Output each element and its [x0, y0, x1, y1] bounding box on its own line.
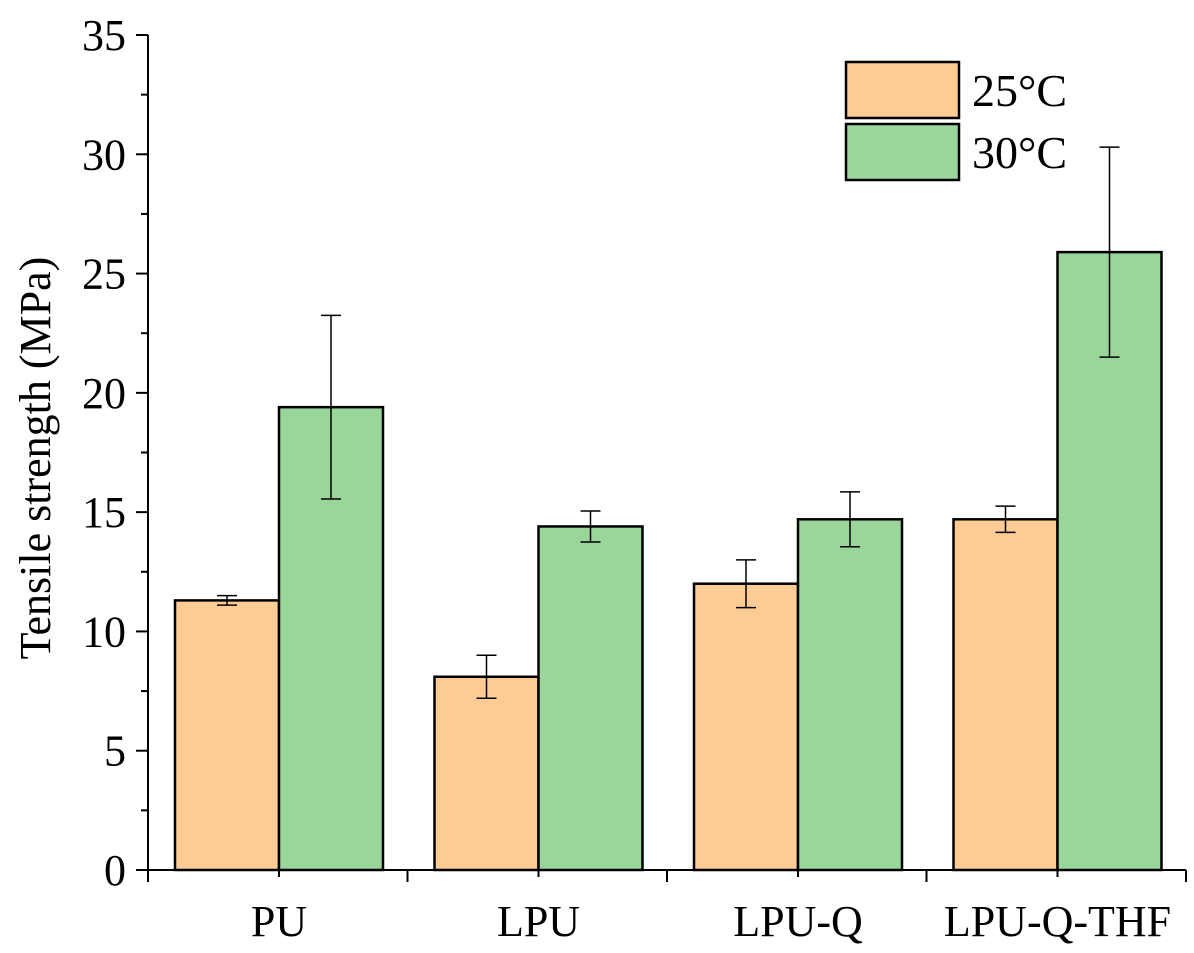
legend-swatch-series-1	[844, 60, 961, 120]
error-bar-LPU-Q-THF-series-1	[995, 505, 1016, 534]
bar-LPU-Q-series-2	[796, 518, 904, 872]
error-bars-group	[217, 146, 1120, 699]
y-axis-title: Tensile strength (MPa)	[11, 257, 60, 660]
bars-group	[173, 250, 1163, 872]
bar-LPU-Q-series-1	[692, 582, 800, 872]
y-tick-label: 30	[82, 130, 126, 179]
error-bar-LPU-Q-series-1	[736, 559, 756, 609]
bar-LPU-series-2	[537, 525, 644, 872]
error-bar-PU-series-1	[217, 594, 237, 606]
error-bar-PU-series-2	[321, 314, 341, 500]
error-bar-LPU-series-1	[476, 654, 497, 699]
bar-PU-series-1	[173, 599, 281, 872]
legend: 25°C 30°C	[844, 60, 1067, 182]
y-tick-label: 5	[104, 727, 126, 776]
y-tick-label: 0	[104, 846, 126, 895]
x-tick-label: LPU-Q-THF	[944, 897, 1171, 946]
x-tick-label: PU	[251, 897, 307, 946]
axes-group: PU LPU LPU-Q LPU-Q-THF 0 5 10 15 20 25 30 35	[82, 11, 1187, 946]
legend-label-series-1: 25°C	[972, 65, 1067, 116]
bar-LPU-series-1	[433, 675, 540, 872]
x-tick-label: LPU-Q	[733, 897, 863, 946]
y-tick-label: 20	[82, 369, 126, 418]
x-tick-label: LPU	[497, 897, 580, 946]
error-bar-LPU-Q-series-2	[840, 491, 860, 548]
error-bar-LPU-Q-THF-series-2	[1099, 146, 1120, 358]
legend-swatch-series-2	[844, 122, 961, 182]
y-tick-label: 25	[82, 250, 126, 299]
y-tick-label: 10	[82, 607, 126, 656]
bar-LPU-Q-THF-series-1	[952, 518, 1059, 872]
y-tick-label: 15	[82, 488, 126, 537]
y-tick-label: 35	[82, 11, 126, 60]
legend-label-series-2: 30°C	[972, 127, 1067, 178]
error-bar-LPU-series-2	[580, 510, 601, 543]
